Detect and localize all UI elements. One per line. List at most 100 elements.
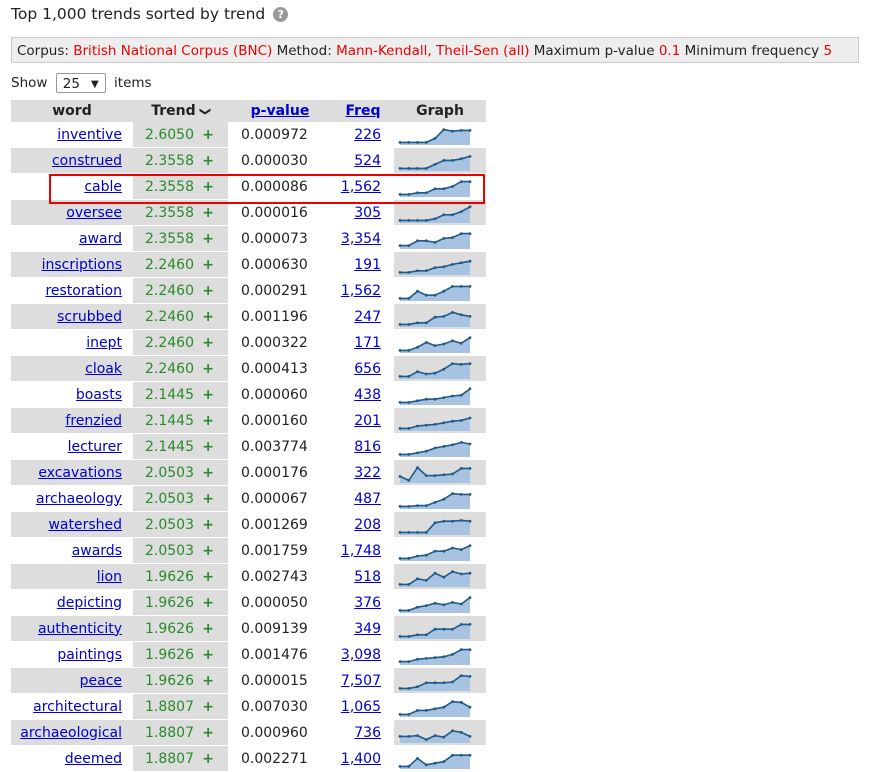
sparkline-point: [433, 293, 437, 297]
sparkline-point: [416, 708, 419, 712]
freq-link[interactable]: 305: [354, 204, 381, 221]
word-link[interactable]: lecturer: [67, 438, 122, 455]
word-link[interactable]: paintings: [57, 646, 122, 663]
freq-link[interactable]: 3,354: [340, 230, 381, 247]
word-link[interactable]: authenticity: [37, 620, 122, 637]
freq-link[interactable]: 7,507: [340, 672, 381, 689]
col-header-freq[interactable]: Freq: [332, 100, 394, 122]
sparkline-point: [459, 492, 463, 496]
sparkline-point: [424, 503, 428, 507]
word-link[interactable]: watershed: [48, 516, 122, 533]
freq-link[interactable]: 656: [354, 360, 381, 377]
pvalue-cell: 0.009139: [228, 615, 332, 642]
word-link[interactable]: archaeological: [20, 724, 122, 741]
word-link[interactable]: oversee: [66, 204, 122, 221]
word-link[interactable]: depicting: [56, 594, 122, 611]
sparkline-point: [442, 444, 446, 448]
col-header-trend[interactable]: Trend ❯: [133, 100, 228, 122]
freq-link[interactable]: 247: [354, 308, 381, 325]
freq-link[interactable]: 171: [354, 334, 381, 351]
sparkline-point: [433, 655, 437, 659]
sort-freq-link[interactable]: Freq: [345, 103, 381, 119]
items-per-page-select[interactable]: 25 ▼: [55, 73, 106, 93]
word-link[interactable]: inept: [86, 334, 122, 351]
word-link[interactable]: lion: [96, 568, 122, 585]
freq-link[interactable]: 1,748: [340, 542, 381, 559]
sparkline-point: [398, 140, 402, 144]
freq-link[interactable]: 3,098: [340, 646, 381, 663]
pvalue-cell: 0.000050: [228, 589, 332, 616]
min-frequency-value: 5: [823, 43, 833, 59]
freq-link[interactable]: 1,562: [340, 282, 381, 299]
col-header-pvalue[interactable]: p-value: [228, 100, 332, 122]
freq-link[interactable]: 376: [354, 594, 381, 611]
sparkline-point: [433, 706, 437, 710]
sparkline-point: [416, 369, 419, 373]
freq-link[interactable]: 191: [354, 256, 381, 273]
sparkline-point: [459, 518, 463, 522]
sparkline-point: [468, 361, 472, 365]
word-link[interactable]: deemed: [64, 750, 122, 767]
sparkline-point: [398, 504, 402, 508]
word-link[interactable]: awards: [71, 542, 122, 559]
word-link[interactable]: peace: [79, 672, 122, 689]
freq-link[interactable]: 816: [354, 438, 381, 455]
word-link[interactable]: scrubbed: [57, 308, 122, 325]
sparkline-point: [451, 519, 454, 523]
word-link[interactable]: award: [78, 230, 122, 247]
sparkline-point: [459, 362, 463, 366]
word-link[interactable]: frenzied: [65, 412, 122, 429]
sparkline-point: [442, 186, 446, 190]
sparkline-point: [424, 340, 428, 344]
freq-link[interactable]: 1,562: [340, 178, 381, 195]
pvalue-cell: 0.000060: [228, 381, 332, 408]
sparkline-point: [433, 520, 437, 524]
word-link[interactable]: boasts: [75, 386, 122, 403]
freq-link[interactable]: 518: [354, 568, 381, 585]
word-link[interactable]: cable: [84, 178, 122, 195]
sparkline-point: [451, 129, 454, 133]
sparkline-point: [442, 549, 446, 553]
freq-link[interactable]: 1,065: [340, 698, 381, 715]
graph-cell: [394, 277, 486, 304]
sparkline-point: [442, 420, 446, 424]
word-link[interactable]: excavations: [38, 464, 122, 481]
freq-link[interactable]: 736: [354, 724, 381, 741]
word-link[interactable]: architectural: [33, 698, 122, 715]
pvalue-cell: 0.001269: [228, 511, 332, 538]
word-link[interactable]: inscriptions: [41, 256, 122, 273]
freq-link[interactable]: 349: [354, 620, 381, 637]
sparkline-point: [468, 386, 472, 390]
table-row: archaeology 2.0503 +0.000067 487: [11, 485, 486, 512]
sparkline-point: [459, 730, 463, 734]
pvalue-cell: 0.000630: [228, 251, 332, 278]
sort-pvalue-link[interactable]: p-value: [250, 103, 310, 119]
trend-sign: +: [202, 568, 214, 585]
word-link[interactable]: construed: [51, 152, 122, 169]
sparkline-point: [433, 240, 437, 244]
freq-link[interactable]: 1,400: [340, 750, 381, 767]
word-cell: cloak: [11, 355, 133, 382]
sparkline-point: [424, 190, 428, 194]
freq-link[interactable]: 208: [354, 516, 381, 533]
sparkline-point: [416, 450, 419, 454]
word-link[interactable]: cloak: [85, 360, 122, 377]
sparkline-point: [451, 442, 454, 446]
word-link[interactable]: inventive: [57, 126, 122, 143]
freq-link[interactable]: 201: [354, 412, 381, 429]
question-circle-icon[interactable]: ?: [273, 7, 289, 22]
trend-cell: 1.8807 +: [133, 745, 228, 772]
graph-cell: [394, 537, 486, 564]
sparkline-point: [459, 440, 463, 444]
freq-cell: 3,354: [332, 225, 394, 252]
trend-sign: +: [202, 256, 214, 273]
freq-link[interactable]: 487: [354, 490, 381, 507]
freq-link[interactable]: 524: [354, 152, 381, 169]
freq-link[interactable]: 438: [354, 386, 381, 403]
freq-link[interactable]: 226: [354, 126, 381, 143]
freq-link[interactable]: 322: [354, 464, 381, 481]
pvalue-cell: 0.001759: [228, 537, 332, 564]
word-link[interactable]: restoration: [45, 282, 122, 299]
word-link[interactable]: archaeology: [36, 490, 122, 507]
table-row: inventive 2.6050 +0.000972 226: [11, 122, 486, 148]
